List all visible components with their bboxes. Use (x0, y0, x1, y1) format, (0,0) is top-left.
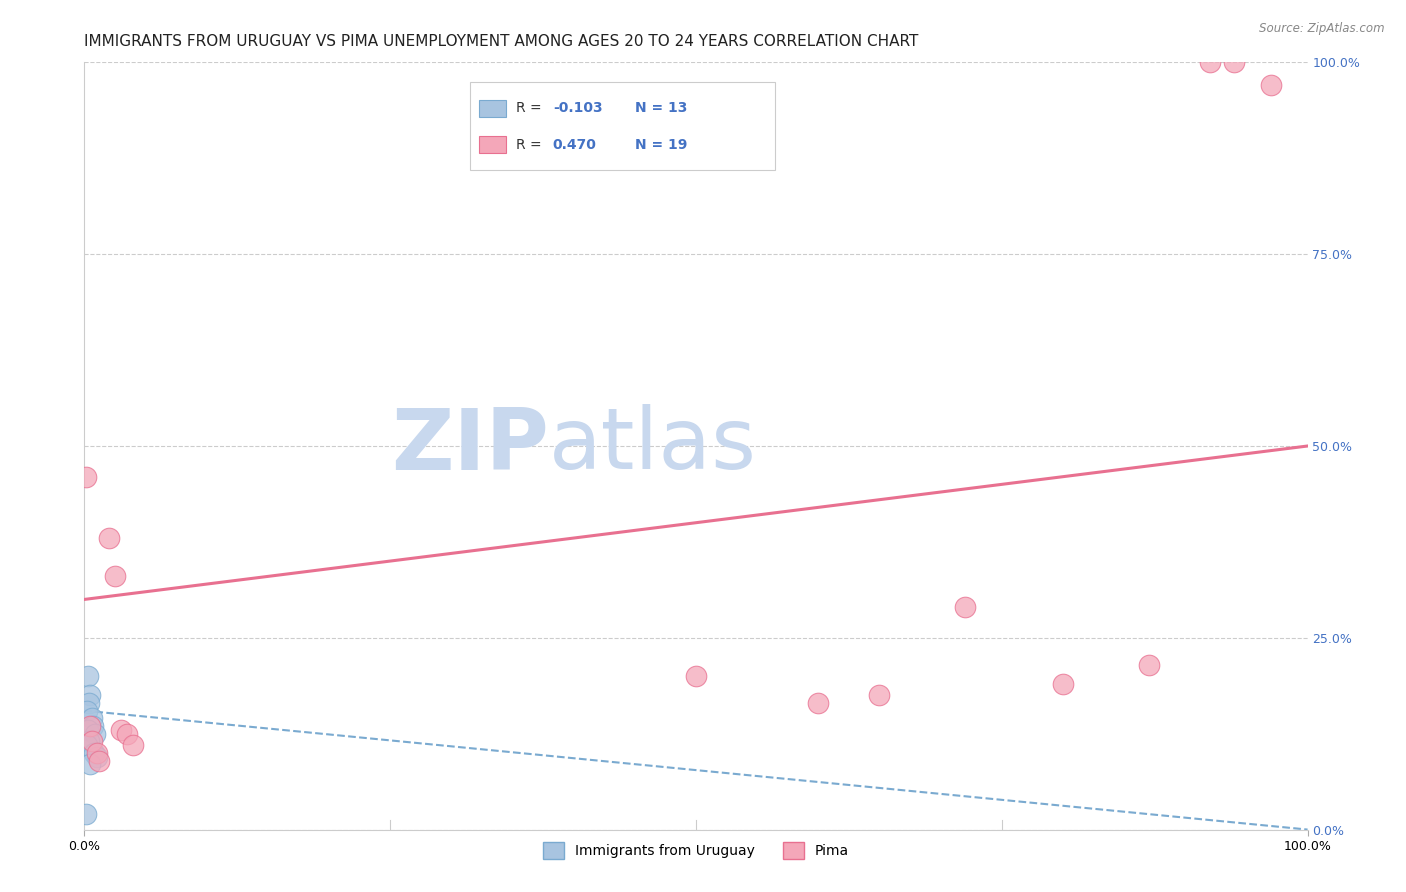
Point (83, 746, 105, 760)
FancyBboxPatch shape (479, 100, 506, 117)
Point (1260, 78, 1282, 93)
Point (115, 726, 138, 740)
Point (76, 738, 98, 752)
Text: N = 19: N = 19 (636, 137, 688, 152)
Point (86, 749, 108, 764)
Text: IMMIGRANTS FROM URUGUAY VS PIMA UNEMPLOYMENT AMONG AGES 20 TO 24 YEARS CORRELATI: IMMIGRANTS FROM URUGUAY VS PIMA UNEMPLOY… (84, 34, 918, 49)
Point (1223, 55, 1246, 70)
Text: Source: ZipAtlas.com: Source: ZipAtlas.com (1260, 22, 1385, 36)
Point (75, 469, 97, 483)
Point (77, 734, 100, 748)
Point (79, 689, 101, 703)
Point (104, 569, 127, 583)
Point (79, 757, 101, 772)
Text: N = 13: N = 13 (636, 102, 688, 115)
Point (86, 746, 108, 760)
Text: -0.103: -0.103 (553, 102, 603, 115)
Point (807, 696, 830, 710)
Point (79, 719, 101, 733)
Text: R =: R = (516, 102, 546, 115)
Point (75, 807, 97, 822)
Point (122, 738, 145, 752)
FancyBboxPatch shape (470, 81, 776, 169)
Text: ZIP: ZIP (391, 404, 550, 488)
Text: atlas: atlas (550, 404, 758, 488)
Point (77, 723, 100, 737)
Point (1137, 657, 1160, 672)
Point (77, 696, 100, 710)
Text: R =: R = (516, 137, 546, 152)
Point (685, 669, 707, 683)
Point (82, 719, 104, 733)
Point (80, 711, 103, 725)
Point (87, 754, 110, 768)
FancyBboxPatch shape (479, 136, 506, 153)
Text: 0.470: 0.470 (553, 137, 596, 152)
Point (1052, 677, 1074, 691)
Point (1198, 55, 1220, 70)
Point (97, 531, 120, 545)
Point (869, 689, 891, 703)
Point (110, 723, 132, 737)
Point (77, 669, 100, 683)
Point (84, 726, 107, 740)
Point (953, 600, 976, 615)
Point (76, 704, 98, 718)
Point (80, 734, 103, 748)
Legend: Immigrants from Uruguay, Pima: Immigrants from Uruguay, Pima (537, 837, 855, 865)
